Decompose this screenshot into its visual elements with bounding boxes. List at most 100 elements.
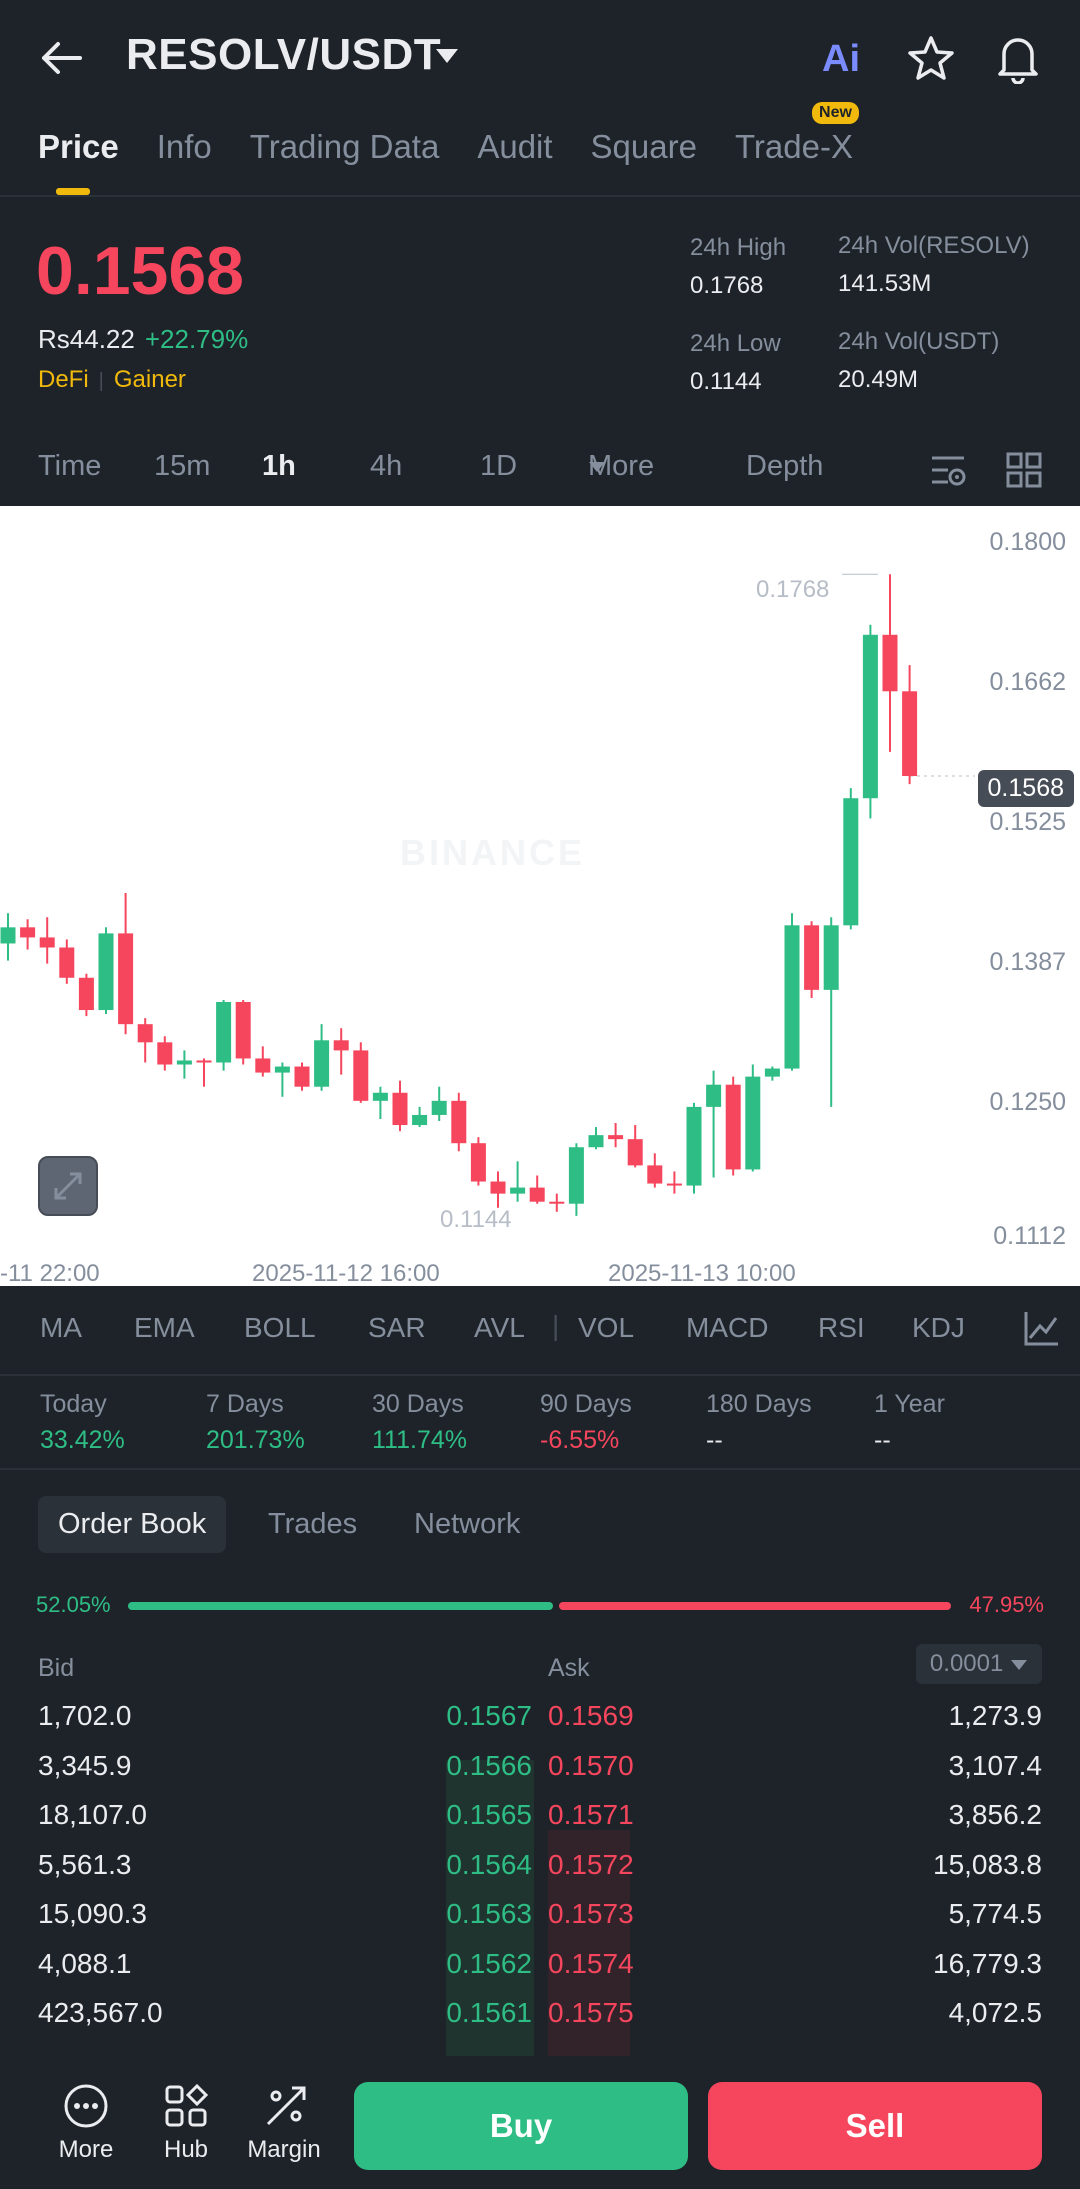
candle [902,665,918,785]
candle [568,1143,584,1216]
indicator-macd[interactable]: MACD [686,1312,769,1343]
candle-body [510,1187,526,1194]
interval-1h[interactable]: 1h [262,450,296,482]
indicator-ma[interactable]: MA [40,1312,82,1343]
order-book-row[interactable]: 1,702.0 0.1567 0.1569 1,273.9 [0,1700,1080,1750]
candle-body [0,927,16,944]
ask-depth-shade [548,1830,630,2056]
order-book-row[interactable]: 4,088.1 0.1562 0.1574 16,779.3 [0,1948,1080,1998]
divider [0,195,1080,197]
candle-body [686,1106,702,1186]
candle [843,788,859,930]
price-chart[interactable]: 0.1800 0.1662 0.1525 0.1387 0.1250 0.111… [0,506,1080,1287]
high-value: 0.1768 [690,272,764,299]
tag-gainer[interactable]: Gainer [113,366,186,393]
precision-select[interactable]: 0.0001 [915,1644,1042,1684]
precision-caret-icon [1011,1659,1027,1670]
indicator-ema[interactable]: EMA [134,1312,195,1343]
order-book-row[interactable]: 15,090.3 0.1563 0.1573 5,774.5 [0,1898,1080,1948]
indicator-kdj[interactable]: KDJ [912,1312,965,1343]
order-book-row[interactable]: 18,107.0 0.1565 0.1571 3,856.2 [0,1799,1080,1849]
hub-icon[interactable] [162,2082,210,2135]
candle-body [725,1084,741,1170]
indicator-rsi[interactable]: RSI [818,1312,865,1343]
tab-trading-data[interactable]: Trading Data [249,128,440,165]
vol-quote-value: 20.49M [838,366,919,393]
margin-icon[interactable] [262,2082,310,2135]
candle [588,1127,604,1150]
candle-body [392,1092,408,1126]
perf-value: -- [706,1426,723,1454]
tab-audit[interactable]: Audit [477,128,553,165]
price-tick: 0.1525 [989,808,1066,836]
perf-label: 7 Days [206,1390,284,1418]
candle [196,1058,212,1087]
last-price: 0.1568 [36,233,244,309]
ask-qty: 16,779.3 [933,1947,1042,1979]
indicator-vol[interactable]: VOL [578,1312,635,1343]
tab-network[interactable]: Network [414,1508,521,1540]
perf-label: 90 Days [540,1390,632,1418]
candle [176,1050,192,1079]
candle [804,921,820,998]
ai-icon[interactable]: Ai [822,38,860,80]
order-book-row[interactable]: 3,345.9 0.1566 0.1570 3,107.4 [0,1750,1080,1800]
order-book-row[interactable]: 423,567.0 0.1561 0.1575 4,072.5 [0,1997,1080,2047]
tag-defi[interactable]: DeFi [38,366,89,393]
hub-label[interactable]: Hub [163,2136,209,2163]
candle-body [176,1060,192,1065]
current-price-tag: 0.1568 [977,770,1074,807]
candle [666,1171,682,1194]
divider [0,1468,1080,1470]
tab-info[interactable]: Info [156,128,212,165]
candle [549,1193,565,1212]
interval-time[interactable]: Time [38,450,102,482]
tab-order-book[interactable]: Order Book [38,1496,227,1553]
tab-trade-x[interactable]: Trade-X New [734,102,859,166]
indicator-boll[interactable]: BOLL [244,1312,316,1343]
candle [59,939,75,984]
tab-price[interactable]: Price [38,128,119,165]
back-arrow-icon[interactable] [38,36,88,80]
interval-1d[interactable]: 1D [480,450,518,482]
buy-button[interactable]: Buy [354,2082,688,2170]
bid-price: 0.1564 [446,1848,532,1880]
indicator-sar[interactable]: SAR [368,1312,426,1343]
bid-price: 0.1566 [446,1749,532,1781]
candle [745,1064,761,1172]
sell-button[interactable]: Sell [708,2082,1042,2170]
ask-qty: 1,273.9 [948,1700,1042,1731]
tab-trades[interactable]: Trades [268,1508,358,1540]
bid-qty: 1,702.0 [38,1700,132,1731]
bell-alert-icon[interactable] [994,32,1042,89]
interval-4h[interactable]: 4h [370,450,403,482]
interval-depth[interactable]: Depth [746,450,824,482]
layout-grid-icon[interactable] [1004,450,1044,498]
candle-body [666,1183,682,1186]
candle [451,1092,467,1152]
margin-label[interactable]: Margin [247,2136,321,2163]
candle-body [706,1084,722,1107]
candle-body [98,933,114,1011]
expand-chart-icon[interactable] [38,1156,98,1216]
perf-value: 201.73% [206,1426,305,1454]
star-favorite-icon[interactable] [906,34,956,87]
tab-square[interactable]: Square [590,128,697,165]
more-circle-icon[interactable] [62,2082,110,2135]
indicator-avl[interactable]: AVL [474,1312,525,1343]
indicator-chart-icon[interactable] [1022,1308,1062,1355]
candle-body [353,1050,369,1101]
tab-trade-x-label: Trade-X [734,128,853,165]
more-label[interactable]: More [58,2136,114,2163]
candle-body [764,1068,780,1077]
interval-15m[interactable]: 15m [154,450,211,482]
order-book-row[interactable]: 5,561.3 0.1564 0.1572 15,083.8 [0,1849,1080,1899]
candle-body [333,1040,349,1051]
perf-label: 180 Days [706,1390,812,1418]
candle-body [588,1135,604,1148]
ask-price: 0.1575 [548,1997,634,2028]
interval-more[interactable]: More [588,450,654,483]
pair-dropdown-icon[interactable] [434,46,460,71]
chart-settings-icon[interactable] [928,450,968,498]
pair-title[interactable]: RESOLV/USDT [126,30,442,79]
